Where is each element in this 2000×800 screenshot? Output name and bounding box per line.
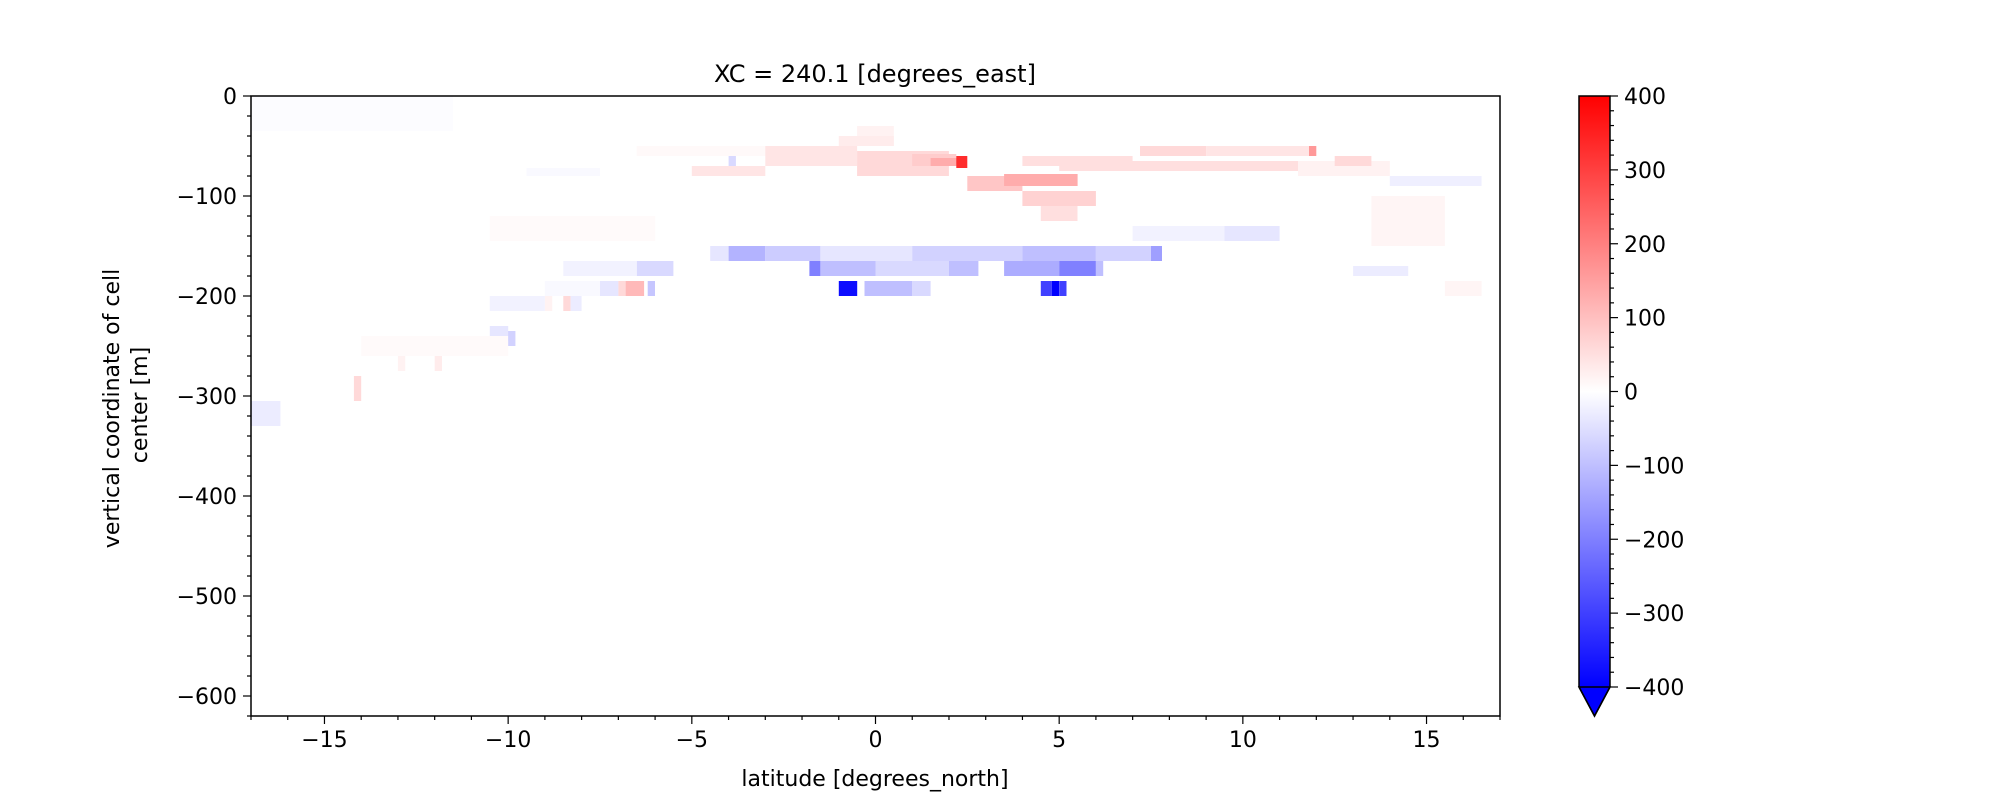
y-axis-label-line-1: vertical coordinate of cell [100,269,125,548]
heatmap-cell [1389,176,1482,186]
heatmap-cell [600,281,619,296]
heatmap-cell [1040,281,1052,296]
colorbar: 400 300 200 100 0 −100 −200 −300 −400 [1577,85,1684,718]
heatmap-cell [1371,196,1445,246]
heatmap-cell [1059,261,1096,276]
colorbar-tick-label: −400 [1624,676,1684,701]
heatmap-cell [625,281,645,296]
heatmap-cell [251,401,281,426]
colorbar-tick-label: 400 [1624,85,1666,110]
plot-area: −15 −10 −5 0 5 10 15 0 −100 −200 −300 −400 −500 −600 [177,85,1501,753]
heatmap-cell [361,336,509,356]
colorbar-ticks: 400 300 200 100 0 −100 −200 −300 −400 [1610,85,1684,701]
y-axis-label-line-2: center [m] [128,347,153,463]
heatmap-cell [1004,261,1060,276]
heatmap-cell [1022,191,1096,206]
heatmap-cell [728,156,736,166]
heatmap-cell [1051,281,1060,296]
heatmap-cell [820,246,913,261]
heatmap-cell [508,331,516,346]
heatmap-cell [1206,146,1309,156]
colorbar-gradient [1579,96,1610,687]
heatmap-cell [864,281,913,296]
colorbar-tick-label: 200 [1624,233,1666,258]
heatmap-cell [1353,266,1409,276]
y-tick-label: 0 [223,85,237,110]
x-tick-label: −5 [676,728,708,753]
chart-title: XC = 240.1 [degrees_east] [714,60,1036,88]
x-axis-label: latitude [degrees_north] [741,767,1008,792]
heatmap-cell [526,168,600,176]
heatmap-cell [838,136,894,146]
heatmap-cell [765,146,858,166]
heatmap-cell [765,246,821,261]
y-tick-label: −500 [177,585,237,610]
heatmap-cell [956,156,968,168]
heatmap-cell [1004,174,1078,186]
heatmap-cell [838,281,858,296]
heatmap-cell [544,296,553,311]
heatmap-cell [1059,161,1298,171]
heatmap-cell [1059,281,1067,296]
colorbar-extend-min-triangle [1577,686,1612,718]
heatmap-cell [809,261,821,276]
heatmap-cell [434,356,442,371]
y-tick-label: −100 [177,185,237,210]
colorbar-tick-label: −200 [1624,528,1684,553]
heatmap-cell [489,216,656,241]
colorbar-tick-label: −300 [1624,602,1684,627]
heatmap-cell [563,261,637,276]
y-tick-label: −300 [177,385,237,410]
colorbar-tick-label: 300 [1624,159,1666,184]
heatmap-cell [1334,156,1372,166]
heatmap-cell [710,246,729,261]
heatmap-cell [1224,226,1280,241]
heatmap-cell [912,246,1023,261]
heatmap-cell [251,96,453,131]
heatmap-cell [1040,206,1078,221]
heatmap-cell [353,376,362,401]
y-tick-label: −600 [177,685,237,710]
plot-frame [250,95,1501,717]
heatmap-cell [691,166,766,176]
heatmap-cell [857,126,894,136]
heatmap-cell [930,158,960,166]
heatmap-cell [875,261,949,276]
heatmap-cell [636,146,839,156]
x-tick-label: −15 [301,728,347,753]
y-tick-label: −400 [177,485,237,510]
x-tick-label: 15 [1413,728,1441,753]
x-tick-label: −10 [485,728,531,753]
heatmap-cell [1151,246,1162,261]
heatmap-cell [1095,246,1151,261]
heatmap-cell [636,261,674,276]
heatmap-cell [728,246,766,261]
heatmap-cell [647,281,655,296]
heatmap-cell [1309,146,1317,156]
heatmap-cell [1095,261,1104,276]
heatmap-cell [397,356,406,371]
heatmap-cell [563,296,571,311]
x-tick-label: 10 [1229,728,1257,753]
y-axis-label: vertical coordinate of cell center [m] [100,262,153,548]
heatmap-cells [251,96,1482,426]
heatmap-cell [820,261,876,276]
heatmap-cell [912,281,931,296]
x-tick-label: 0 [869,728,883,753]
colorbar-tick-label: 100 [1624,307,1666,332]
heatmap-cell [570,296,582,311]
y-tick-label: −200 [177,285,237,310]
colorbar-tick-label: 0 [1624,381,1638,406]
y-axis: 0 −100 −200 −300 −400 −500 −600 [177,85,251,717]
heatmap-cell [1140,146,1207,156]
x-tick-label: 5 [1052,728,1066,753]
colorbar-tick-label: −100 [1624,454,1684,479]
x-axis: −15 −10 −5 0 5 10 15 [250,716,1501,753]
heatmap-cell [1444,281,1482,296]
heatmap-cell [1022,246,1096,261]
heatmap-cell [949,261,979,276]
heatmap-cell [489,296,545,311]
heatmap-cell [544,281,600,296]
